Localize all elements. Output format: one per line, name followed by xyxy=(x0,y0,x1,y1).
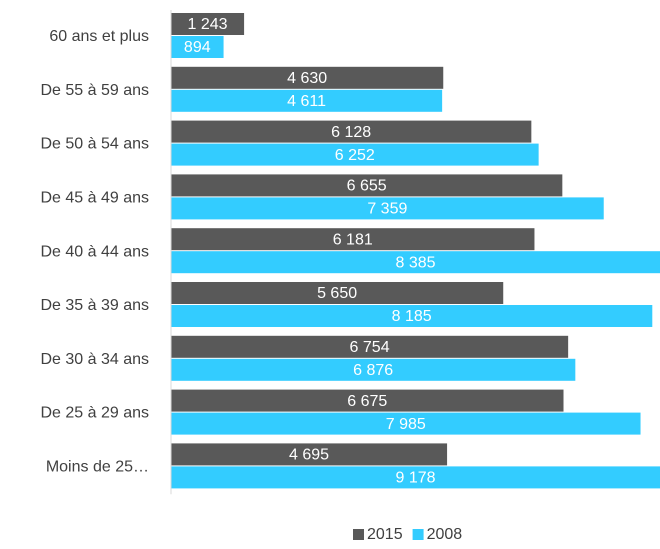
bar xyxy=(171,251,660,274)
value-label: 9 178 xyxy=(395,470,435,487)
plot-area xyxy=(171,13,660,489)
y-tick-label: De 45 à 49 ans xyxy=(40,190,149,207)
bar xyxy=(171,305,653,327)
legend-swatch xyxy=(353,529,364,540)
bar xyxy=(171,443,448,466)
y-tick-label: De 25 à 29 ans xyxy=(40,405,149,422)
value-label: 7 359 xyxy=(367,201,407,218)
bar xyxy=(171,197,604,220)
y-tick-label: De 35 à 39 ans xyxy=(40,297,149,314)
y-tick-label: De 40 à 44 ans xyxy=(40,243,149,260)
value-label: 6 655 xyxy=(347,178,387,195)
value-label: 8 185 xyxy=(392,308,432,325)
bar xyxy=(171,228,535,251)
y-tick-label: Moins de 25… xyxy=(46,459,149,476)
bar xyxy=(171,389,564,412)
y-tick-label: De 30 à 34 ans xyxy=(40,351,149,368)
value-label: 7 985 xyxy=(386,416,426,433)
legend-swatch xyxy=(412,529,424,540)
bar xyxy=(171,120,532,143)
value-label: 4 630 xyxy=(287,70,327,87)
bar xyxy=(171,412,641,435)
value-label: 6 754 xyxy=(350,339,390,356)
bar xyxy=(171,66,444,89)
value-label: 1 243 xyxy=(188,16,228,33)
value-label: 8 385 xyxy=(395,254,435,271)
bar xyxy=(171,174,563,197)
bar xyxy=(171,143,539,166)
bar xyxy=(171,335,569,358)
y-tick-label: De 50 à 54 ans xyxy=(40,136,149,153)
bar xyxy=(171,36,224,58)
bar xyxy=(171,13,245,35)
y-tick-label: De 55 à 59 ans xyxy=(40,82,149,99)
value-label: 4 695 xyxy=(289,447,329,464)
bar xyxy=(171,466,660,489)
value-label: 6 675 xyxy=(347,393,387,410)
value-label: 4 611 xyxy=(287,93,326,110)
y-tick-label: 60 ans et plus xyxy=(49,28,149,45)
legend-label: 2015 xyxy=(367,526,403,543)
value-label: 5 650 xyxy=(317,285,357,302)
value-label: 6 252 xyxy=(335,147,375,164)
value-label: 6 876 xyxy=(353,362,393,379)
value-label: 6 181 xyxy=(333,231,373,248)
bar xyxy=(171,282,504,304)
legend-label: 2008 xyxy=(427,526,463,543)
bar xyxy=(171,358,576,381)
value-label: 6 128 xyxy=(331,124,371,141)
value-label: 894 xyxy=(184,39,211,56)
bar xyxy=(171,89,443,112)
